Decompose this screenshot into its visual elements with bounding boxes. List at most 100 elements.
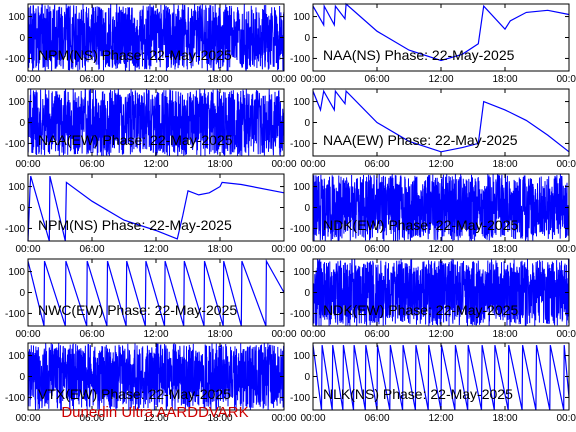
y-tick-label: 100 bbox=[293, 267, 310, 278]
x-tick-label: 12:00 bbox=[143, 244, 168, 255]
x-tick-label: 00:00 bbox=[556, 244, 576, 255]
x-tick-label: 00:00 bbox=[556, 329, 576, 340]
y-tick-label: 0 bbox=[304, 203, 310, 214]
chart-panel: -100 0 100 00:00 06:00 12:00 18:00 00:00 NAA(EW)… bbox=[290, 88, 576, 170]
x-tick-label: 18:00 bbox=[207, 244, 232, 255]
panel-title: NPM(NS) Phase: 22-May-2025 bbox=[38, 217, 232, 233]
x-tick-label: 18:00 bbox=[492, 74, 517, 85]
panel-title: NDK(EW) Phase: 22-May-2025 bbox=[323, 217, 519, 233]
chart-panel: -100 0 100 00:00 06:00 12:00 18:00 00:00 NAA(NS)… bbox=[290, 2, 576, 85]
x-tick-label: 06:00 bbox=[364, 159, 389, 170]
x-tick-label: 18:00 bbox=[207, 413, 232, 424]
x-tick-label: 00:00 bbox=[556, 413, 576, 424]
panel-title: NPM(NS) Phase: 22-May-2025 bbox=[38, 47, 232, 63]
y-tick-label: -100 bbox=[5, 309, 25, 320]
panel-title: VTX(EW) Phase: 22-May-2025 bbox=[38, 386, 231, 402]
x-tick-label: 06:00 bbox=[79, 244, 104, 255]
series-line bbox=[27, 342, 285, 410]
x-tick-label: 12:00 bbox=[428, 244, 453, 255]
x-tick-label: 00:00 bbox=[300, 413, 325, 424]
y-tick-label: -100 bbox=[290, 224, 310, 235]
y-tick-label: 0 bbox=[19, 288, 25, 299]
x-tick-label: 00:00 bbox=[15, 244, 40, 255]
x-tick-label: 00:00 bbox=[556, 74, 576, 85]
y-tick-label: 0 bbox=[19, 203, 25, 214]
x-tick-label: 18:00 bbox=[207, 329, 232, 340]
y-tick-label: 100 bbox=[8, 351, 25, 362]
x-tick-label: 00:00 bbox=[271, 74, 296, 85]
x-tick-label: 00:00 bbox=[300, 74, 325, 85]
y-tick-label: 100 bbox=[293, 12, 310, 23]
y-tick-label: -100 bbox=[5, 54, 25, 65]
x-tick-label: 06:00 bbox=[79, 413, 104, 424]
panel-title: NDK(EW) Phase: 22-May-2025 bbox=[323, 302, 519, 318]
x-tick-label: 12:00 bbox=[143, 413, 168, 424]
series-line bbox=[312, 259, 570, 327]
x-tick-label: 00:00 bbox=[271, 244, 296, 255]
x-tick-label: 12:00 bbox=[143, 329, 168, 340]
panel-title: NAA(EW) Phase: 22-May-2025 bbox=[323, 132, 518, 148]
x-tick-label: 06:00 bbox=[364, 74, 389, 85]
y-tick-label: -100 bbox=[5, 224, 25, 235]
x-tick-label: 18:00 bbox=[492, 244, 517, 255]
x-tick-label: 12:00 bbox=[428, 159, 453, 170]
chart-panel: -100 0 100 00:00 06:00 12:00 18:00 00:00 NDK(EW)… bbox=[290, 258, 576, 340]
series-line bbox=[312, 2, 570, 62]
y-tick-label: 100 bbox=[8, 182, 25, 193]
x-tick-label: 12:00 bbox=[143, 74, 168, 85]
series-line bbox=[312, 173, 570, 242]
x-tick-label: 06:00 bbox=[79, 74, 104, 85]
y-tick-label: 0 bbox=[304, 33, 310, 44]
x-tick-label: 12:00 bbox=[428, 74, 453, 85]
x-tick-label: 00:00 bbox=[300, 159, 325, 170]
y-tick-label: 0 bbox=[19, 33, 25, 44]
y-tick-label: -100 bbox=[5, 393, 25, 404]
x-tick-label: 18:00 bbox=[207, 74, 232, 85]
x-tick-label: 00:00 bbox=[15, 329, 40, 340]
y-tick-label: -100 bbox=[290, 54, 310, 65]
x-tick-label: 00:00 bbox=[271, 413, 296, 424]
x-tick-label: 12:00 bbox=[428, 413, 453, 424]
series-line bbox=[312, 89, 570, 153]
x-tick-label: 18:00 bbox=[492, 159, 517, 170]
y-tick-label: 100 bbox=[8, 267, 25, 278]
chart-panel: -100 0 100 00:00 06:00 12:00 18:00 00:00 NPM(NS)… bbox=[5, 173, 297, 255]
panel-title: NAA(EW) Phase: 22-May-2025 bbox=[38, 132, 233, 148]
chart-panel: -100 0 100 00:00 06:00 12:00 18:00 00:00 NPM(NS)… bbox=[5, 3, 297, 85]
x-tick-label: 00:00 bbox=[271, 159, 296, 170]
x-tick-label: 00:00 bbox=[556, 159, 576, 170]
series-line bbox=[312, 344, 570, 411]
y-tick-label: 100 bbox=[293, 182, 310, 193]
x-tick-label: 06:00 bbox=[364, 413, 389, 424]
y-tick-label: 100 bbox=[8, 97, 25, 108]
y-tick-label: 0 bbox=[304, 118, 310, 129]
y-tick-label: 100 bbox=[293, 97, 310, 108]
y-tick-label: 100 bbox=[293, 351, 310, 362]
chart-panel: -100 0 100 00:00 06:00 12:00 18:00 00:00 NDK(EW)… bbox=[290, 173, 576, 255]
panel-title: NLK(NS) Phase: 22-May-2025 bbox=[323, 386, 513, 402]
footer-title: Dunedin Ultra AARDDVARK bbox=[61, 404, 249, 421]
x-tick-label: 06:00 bbox=[364, 329, 389, 340]
y-tick-label: 0 bbox=[19, 372, 25, 383]
x-tick-label: 00:00 bbox=[300, 244, 325, 255]
x-tick-label: 18:00 bbox=[492, 329, 517, 340]
y-tick-label: 0 bbox=[19, 118, 25, 129]
y-tick-label: -100 bbox=[290, 139, 310, 150]
x-tick-label: 06:00 bbox=[364, 244, 389, 255]
x-tick-label: 00:00 bbox=[15, 74, 40, 85]
x-tick-label: 18:00 bbox=[207, 159, 232, 170]
x-tick-label: 00:00 bbox=[15, 159, 40, 170]
y-tick-label: 0 bbox=[304, 372, 310, 383]
series-line bbox=[27, 258, 285, 327]
x-tick-label: 12:00 bbox=[428, 329, 453, 340]
x-tick-label: 00:00 bbox=[300, 329, 325, 340]
y-tick-label: 0 bbox=[304, 288, 310, 299]
x-tick-label: 00:00 bbox=[271, 329, 296, 340]
x-tick-label: 18:00 bbox=[492, 413, 517, 424]
x-tick-label: 12:00 bbox=[143, 159, 168, 170]
x-tick-label: 06:00 bbox=[79, 329, 104, 340]
y-tick-label: -100 bbox=[290, 309, 310, 320]
panel-title: NWC(EW) Phase: 22-May-2025 bbox=[38, 302, 237, 318]
y-tick-label: 100 bbox=[8, 12, 25, 23]
